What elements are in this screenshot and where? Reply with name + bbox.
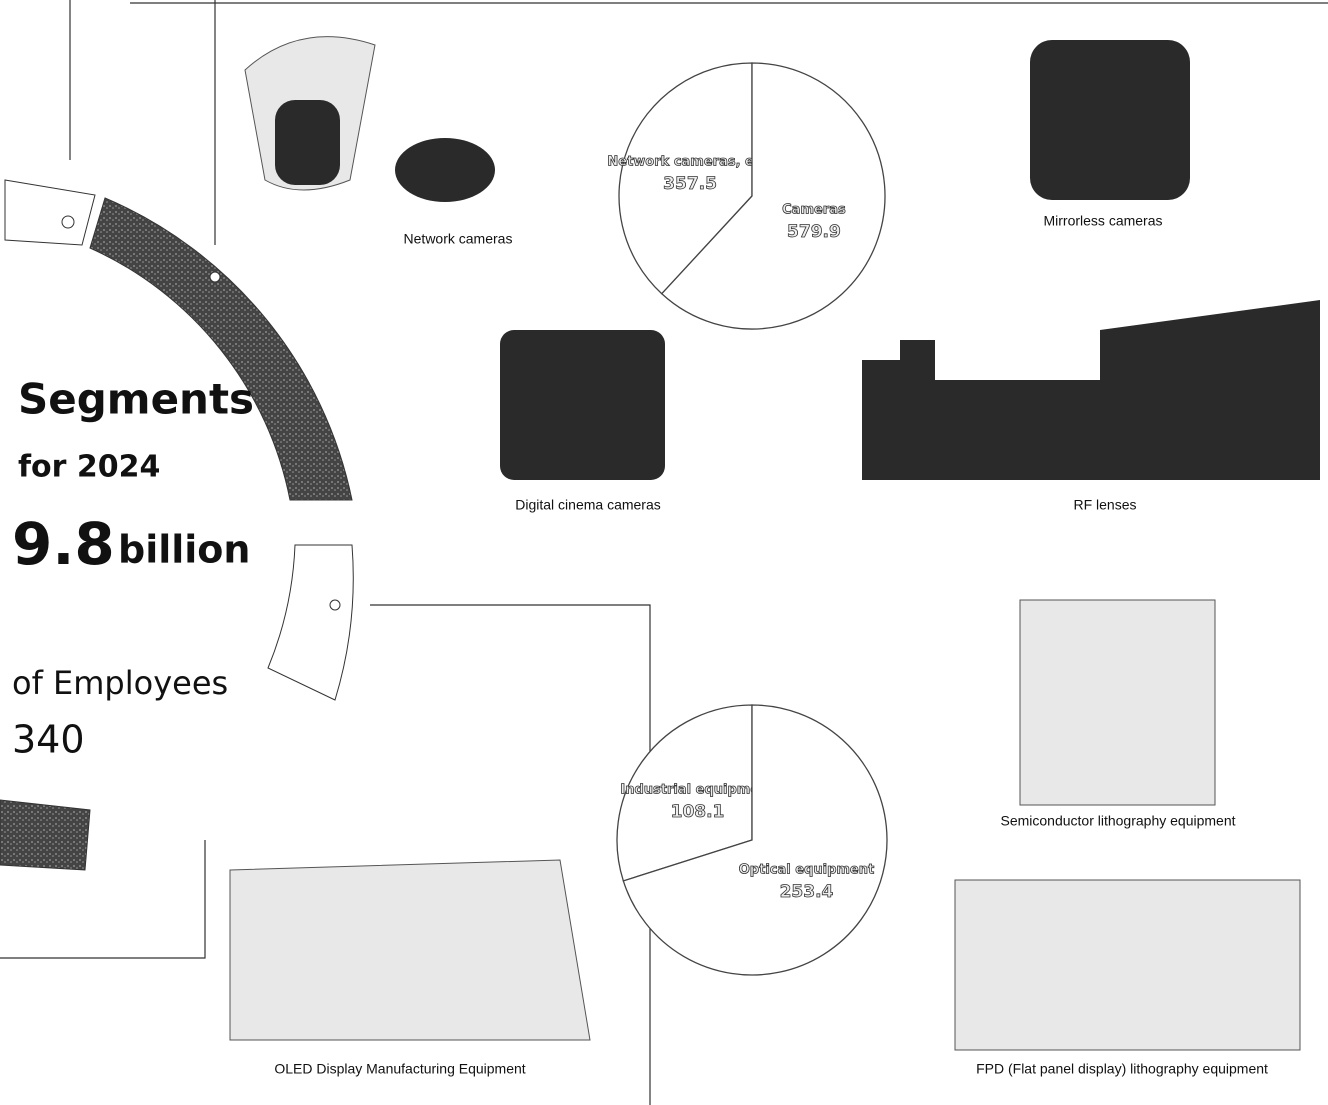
product-images (229, 36, 1320, 1051)
slice-value: 357.5 (663, 174, 717, 194)
subheading: for 2024 (18, 450, 160, 485)
caption: Mirrorless cameras (1043, 213, 1162, 229)
caption: RF lenses (1073, 497, 1136, 513)
slice-value: 579.9 (787, 222, 841, 242)
employees-label: of Employees (12, 664, 228, 702)
pie-slice (618, 62, 753, 295)
pie-slice (660, 62, 886, 330)
caption: Digital cinema cameras (515, 497, 661, 513)
caption: FPD (Flat panel display) lithography equ… (976, 1061, 1268, 1077)
segment-arc (0, 179, 354, 871)
employees-value: 340 (12, 718, 85, 762)
slice-label: Industrial equipment (620, 783, 774, 798)
slice-label: Optical equipment (739, 862, 874, 877)
caption: OLED Display Manufacturing Equipment (274, 1061, 525, 1077)
slice-value: 108.1 (671, 802, 725, 822)
figure: 9.8 (12, 510, 115, 578)
slice-label: Network cameras, etc. (607, 154, 772, 169)
caption: Semiconductor lithography equipment (1000, 813, 1235, 829)
heading: Segments (18, 375, 254, 424)
pie-slice (616, 704, 753, 882)
slice-label: Cameras (782, 203, 846, 218)
slice-value: 253.4 (780, 882, 834, 902)
pie-slice (622, 704, 888, 976)
caption: Network cameras (404, 231, 513, 247)
unit: billion (118, 528, 250, 572)
